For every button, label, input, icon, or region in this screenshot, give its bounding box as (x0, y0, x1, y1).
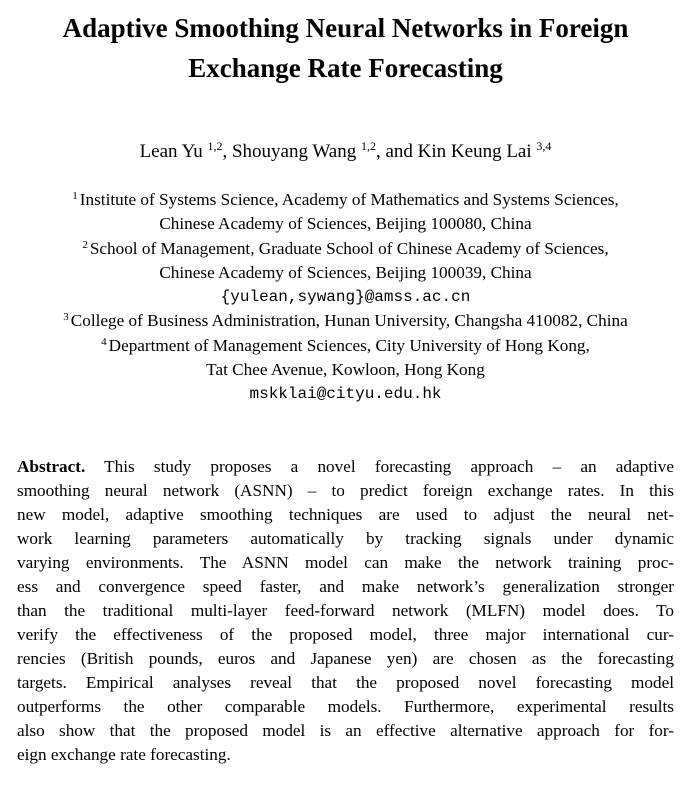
abstract-line: also show that the proposed model is an … (17, 721, 674, 740)
paper-title: Adaptive Smoothing Neural Networks in Fo… (0, 8, 691, 88)
author-name: Kin Keung Lai (417, 141, 532, 162)
abstract-line: verify the effectiveness of the proposed… (17, 625, 674, 644)
abstract-label: Abstract. (17, 457, 86, 476)
title-line-1: Adaptive Smoothing Neural Networks in Fo… (62, 13, 629, 43)
affiliations: 1 Institute of Systems Science, Academy o… (0, 188, 691, 407)
abstract-line-text: This study proposes a novel forecasting … (104, 457, 674, 476)
affiliation-2-line-1: 2 School of Management, Graduate School o… (0, 237, 691, 261)
abstract-line: work learning parameters automatically b… (17, 529, 674, 548)
author-affil-sup: 1,2 (207, 139, 223, 153)
affiliation-text: Department of Management Sciences, City … (108, 335, 590, 355)
affiliation-1-line-2: Chinese Academy of Sciences, Beijing 100… (159, 214, 532, 234)
author-affil-sup: 1,2 (360, 139, 376, 153)
affiliation-4-line-1: 4 Department of Management Sciences, City… (0, 334, 691, 358)
title-line-2: Exchange Rate Forecasting (188, 53, 503, 83)
author-separator: , and (375, 141, 418, 162)
email-2: mskklai@cityu.edu.hk (249, 385, 442, 404)
affiliation-number: 4 (101, 335, 107, 348)
author-name: Lean Yu (139, 141, 203, 162)
affiliation-1-line-1: 1 Institute of Systems Science, Academy o… (0, 188, 691, 212)
abstract-line: eign exchange rate forecasting. (17, 745, 231, 764)
affiliation-2-line-2: Chinese Academy of Sciences, Beijing 100… (159, 262, 532, 282)
abstract-line: than the traditional multi-layer feed-fo… (17, 601, 674, 620)
abstract-line: targets. Empirical analyses reveal that … (17, 673, 674, 692)
affiliation-number: 1 (72, 190, 78, 202)
author-separator: , (222, 141, 232, 162)
abstract: Abstract. This study proposes a novel fo… (17, 455, 674, 767)
author-affil-sup: 3,4 (536, 139, 552, 153)
affiliation-number: 2 (82, 238, 88, 251)
abstract-line: smoothing neural network (ASNN) – to pre… (17, 481, 674, 500)
abstract-line: Abstract. This study proposes a novel fo… (17, 455, 674, 479)
email-1: {yulean,sywang}@amss.ac.cn (220, 288, 471, 307)
author-list: Lean Yu 1,2, Shouyang Wang 1,2, and Kin … (0, 140, 691, 164)
abstract-line: outperforms the other comparable models.… (17, 697, 674, 716)
affiliation-number: 3 (63, 311, 69, 324)
author-name: Shouyang Wang (231, 141, 357, 162)
abstract-line: ess and convergence speed faster, and ma… (17, 577, 674, 596)
affiliation-4-line-2: Tat Chee Avenue, Kowloon, Hong Kong (206, 360, 485, 380)
affiliation-text: Institute of Systems Science, Academy of… (79, 190, 619, 209)
abstract-line: rencies (British pounds, euros and Japan… (17, 649, 674, 668)
abstract-line: varying environments. The ASNN model can… (17, 553, 674, 572)
abstract-line: new model, adaptive smoothing techniques… (17, 505, 674, 524)
affiliation-3-line-1: 3 College of Business Administration, Hun… (0, 309, 691, 333)
affiliation-text: School of Management, Graduate School of… (89, 238, 609, 258)
affiliation-text: College of Business Administration, Huna… (70, 311, 628, 331)
